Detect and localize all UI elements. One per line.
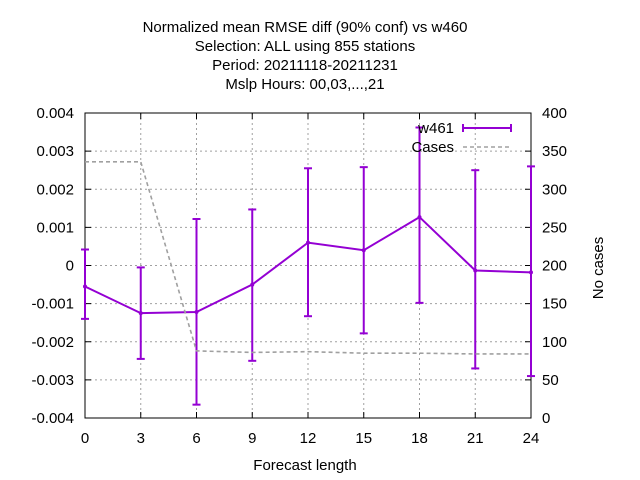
series xyxy=(81,126,535,406)
x-tick-label: 9 xyxy=(248,430,256,447)
y-tick-label: -0.003 xyxy=(31,372,74,389)
title-line-1: Selection: ALL using 855 stations xyxy=(195,38,415,55)
y2-tick-label: 400 xyxy=(542,105,567,122)
x-tick-label: 15 xyxy=(355,430,372,447)
y2-tick-label: 350 xyxy=(542,143,567,160)
y2-tick-label: 200 xyxy=(542,258,567,275)
data-point xyxy=(250,282,255,287)
data-point xyxy=(529,270,533,275)
title-line-3: Mslp Hours: 00,03,...,21 xyxy=(225,76,384,93)
title-line-2: Period: 20211118-20211231 xyxy=(212,57,398,74)
data-point xyxy=(138,311,143,316)
y2-tick-label: 150 xyxy=(542,296,567,313)
chart-title: Normalized mean RMSE diff (90% conf) vs … xyxy=(143,19,468,93)
y2-tick-label: 250 xyxy=(542,219,567,236)
data-point xyxy=(361,248,366,253)
x-tick-label: 24 xyxy=(523,430,540,447)
data-point xyxy=(194,310,199,315)
legend-label: w461 xyxy=(417,120,454,137)
y-tick-label: 0.003 xyxy=(36,143,74,160)
y-axis-left: -0.004 -0.003 -0.002 -0.001 0 0.001 0.002 0.003… xyxy=(31,105,91,427)
y-axis-right: 0 50 100 150 200 250 300 350 400 xyxy=(525,105,567,427)
title-line-0: Normalized mean RMSE diff (90% conf) vs … xyxy=(143,19,468,36)
y2-tick-label: 300 xyxy=(542,181,567,198)
x-tick-label: 6 xyxy=(192,430,200,447)
y2-axis-label: No cases xyxy=(590,237,607,300)
y-tick-label: 0.004 xyxy=(36,105,74,122)
x-tick-label: 12 xyxy=(300,430,317,447)
series-line-cases xyxy=(85,161,531,355)
y2-tick-label: 50 xyxy=(542,372,559,389)
legend-label: Cases xyxy=(411,139,454,156)
y-tick-label: 0 xyxy=(66,258,74,275)
y-tick-label: -0.001 xyxy=(31,296,74,313)
x-axis-label: Forecast length xyxy=(253,457,356,474)
x-tick-label: 3 xyxy=(137,430,145,447)
y2-tick-label: 0 xyxy=(542,410,550,427)
data-point xyxy=(83,284,87,289)
y-tick-label: 0.001 xyxy=(36,219,74,236)
x-tick-label: 0 xyxy=(81,430,89,447)
data-point xyxy=(417,215,422,220)
y2-tick-label: 100 xyxy=(542,334,567,351)
grid xyxy=(85,113,531,418)
y-tick-label: -0.002 xyxy=(31,334,74,351)
x-tick-label: 18 xyxy=(411,430,428,447)
x-axis: 0 3 6 9 12 15 18 21 24 xyxy=(81,113,540,447)
data-point xyxy=(306,240,310,245)
y-tick-label: -0.004 xyxy=(31,410,74,427)
y-tick-label: 0.002 xyxy=(36,181,74,198)
data-point xyxy=(473,268,478,273)
legend: w461 Cases xyxy=(411,120,512,156)
x-tick-label: 21 xyxy=(467,430,484,447)
